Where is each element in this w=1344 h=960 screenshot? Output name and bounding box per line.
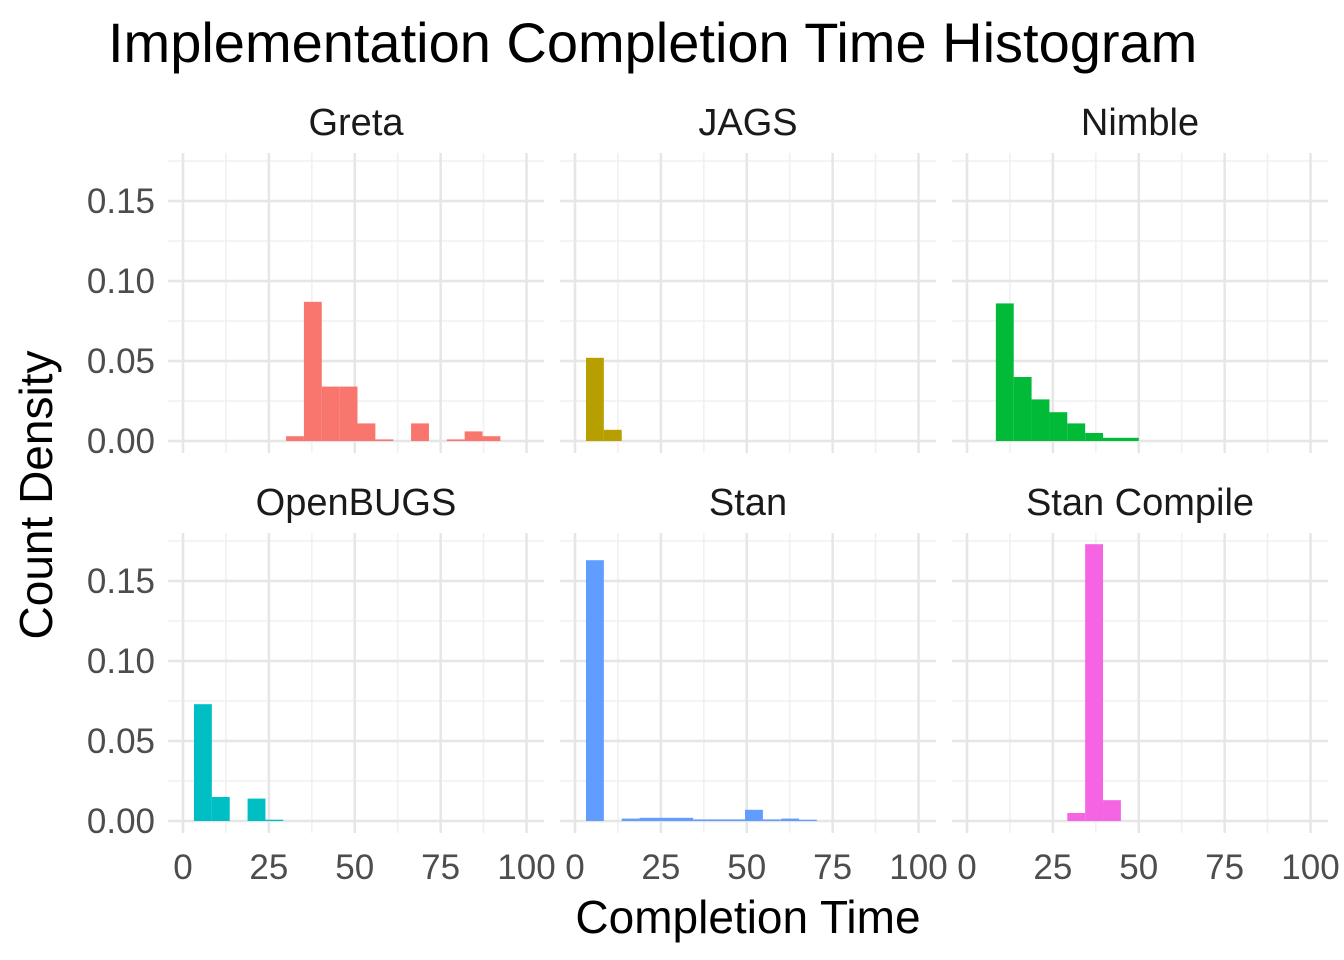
y-tick-label: 0.00 <box>87 422 155 461</box>
y-tick-label: 0.05 <box>87 342 155 381</box>
x-tick-label: 75 <box>813 848 852 887</box>
x-tick-label: 0 <box>957 848 976 887</box>
facet-strip-label: Stan <box>709 482 787 524</box>
facet-strip-label: JAGS <box>698 102 797 144</box>
histogram-bar <box>464 431 483 441</box>
histogram-bar <box>211 797 230 821</box>
x-tick-label: 25 <box>249 848 288 887</box>
histogram-bar <box>781 818 799 821</box>
histogram-bar <box>585 560 604 821</box>
facet-openbugs: OpenBUGS 0.00 0.05 0.10 0.15 0 25 50 75 100 <box>87 482 556 887</box>
facet-nimble: Nimble <box>952 102 1328 453</box>
x-tick-label: 100 <box>889 848 947 887</box>
x-tick-label: 50 <box>335 848 374 887</box>
histogram-bar <box>446 439 465 441</box>
y-tick-label: 0.10 <box>87 642 155 681</box>
x-tick-label: 100 <box>1281 848 1339 887</box>
histogram-bar <box>1067 423 1086 441</box>
y-tick-label: 0.15 <box>87 182 155 221</box>
histogram-bar <box>639 817 694 821</box>
x-tick-label: 50 <box>727 848 766 887</box>
facet-strip-label: OpenBUGS <box>256 482 457 524</box>
histogram-bar <box>1067 813 1086 821</box>
histogram-bar <box>339 386 358 441</box>
histogram-bar <box>621 818 640 821</box>
x-tick-label: 75 <box>1205 848 1244 887</box>
x-tick-label: 0 <box>565 848 584 887</box>
facet-stan: Stan 0 25 50 75 100 <box>560 482 948 887</box>
histogram-bar <box>1085 544 1104 821</box>
facet-stan-compile: Stan Compile 0 25 50 75 100 <box>952 482 1340 887</box>
histogram-bar <box>265 819 284 821</box>
histogram-bar <box>1085 433 1104 441</box>
facet-jags: JAGS <box>560 102 936 453</box>
histogram-bar <box>411 423 429 441</box>
histogram-bar <box>321 386 340 441</box>
y-tick-label: 0.15 <box>87 562 155 601</box>
x-tick-label: 0 <box>173 848 192 887</box>
histogram-bar <box>745 809 763 821</box>
histogram-bar <box>693 819 746 821</box>
histogram-bar <box>1103 437 1139 441</box>
y-axis-title: Count Density <box>10 351 62 640</box>
x-tick-label: 50 <box>1119 848 1158 887</box>
histogram-bar <box>375 439 394 441</box>
facet-greta: Greta 0.00 0.05 0.10 0.15 <box>87 102 544 461</box>
histogram-bar <box>1103 800 1121 821</box>
facet-strip-label: Stan Compile <box>1026 482 1254 524</box>
histogram-bar <box>1013 377 1032 441</box>
y-tick-label: 0.10 <box>87 262 155 301</box>
histogram-bar <box>585 357 604 441</box>
x-tick-label: 75 <box>421 848 460 887</box>
x-axis-title: Completion Time <box>575 891 920 943</box>
histogram-bar <box>762 819 781 821</box>
histogram-bar <box>603 429 622 441</box>
y-tick-label: 0.05 <box>87 722 155 761</box>
histogram-bar <box>303 301 322 441</box>
histogram-bar <box>193 704 212 821</box>
y-tick-label: 0.00 <box>87 802 155 841</box>
facet-strip-label: Nimble <box>1081 102 1199 144</box>
x-tick-label: 25 <box>1033 848 1072 887</box>
histogram-bar <box>995 303 1014 441</box>
histogram-bar <box>798 819 817 821</box>
histogram-bar <box>1031 399 1050 441</box>
histogram-bar <box>1049 412 1068 441</box>
histogram-bar <box>357 423 376 441</box>
facet-panels: Greta 0.00 0.05 0.10 0.15 JAGS Nimble OpenBUGS 0… <box>87 102 1340 887</box>
histogram-bar <box>286 436 304 441</box>
x-tick-label: 100 <box>497 848 555 887</box>
chart-title: Implementation Completion Time Histogram <box>108 11 1197 74</box>
histogram-bar <box>247 798 266 821</box>
x-tick-label: 25 <box>641 848 680 887</box>
facet-strip-label: Greta <box>308 102 404 144</box>
histogram-bar <box>482 436 501 441</box>
